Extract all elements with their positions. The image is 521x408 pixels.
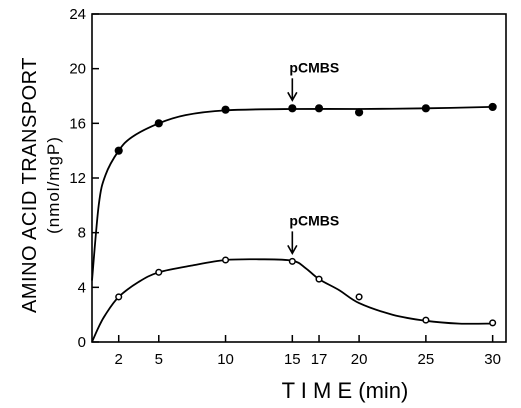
annotation-arrowhead [287, 91, 298, 102]
filled-data-point [314, 104, 324, 113]
x-tick-label: 10 [217, 351, 234, 368]
y-tick-label: 20 [69, 61, 86, 78]
open-data-point [221, 256, 230, 264]
y-axis-title-line2: (nmol/mgP) [44, 136, 63, 234]
y-axis-title-line1: AMINO ACID TRANSPORT [19, 57, 41, 313]
filled-data-point [154, 119, 163, 128]
open-data-point [288, 257, 296, 265]
y-tick-label: 24 [69, 6, 86, 23]
x-tick-label: 30 [484, 351, 501, 368]
filled-data-point [354, 108, 364, 117]
open-data-point [355, 293, 363, 301]
annotations: pCMBS pCMBS [287, 59, 339, 255]
open-data-point [115, 293, 123, 301]
y-tick-label: 8 [78, 225, 86, 242]
filled-data-point [421, 104, 430, 113]
y-tick-label: 4 [78, 279, 86, 296]
y-tick-label: 0 [78, 334, 86, 351]
open-data-point [489, 319, 497, 327]
x-tick-label: 17 [311, 351, 328, 368]
annotation-arrowhead [287, 244, 298, 255]
filled-data-point [221, 105, 230, 114]
curve-2 [91, 258, 493, 343]
y-tick-label: 16 [69, 115, 86, 132]
x-axis-title: T I M E (min) [282, 378, 409, 403]
x-tick-label: 25 [418, 351, 435, 368]
x-tick-label: 15 [284, 351, 301, 368]
x-tick-label: 5 [155, 351, 163, 368]
open-data-point [315, 275, 323, 283]
open-data-point [155, 268, 163, 276]
data-points [114, 102, 497, 327]
open-data-point [422, 316, 430, 324]
curve-1 [91, 106, 493, 281]
annotation-label: pCMBS [289, 59, 339, 75]
x-tick-label: 2 [115, 351, 123, 368]
filled-data-point [488, 102, 497, 112]
filled-data-point [114, 146, 123, 155]
filled-data-point [288, 104, 297, 113]
annotation-label: pCMBS [289, 212, 339, 228]
x-tick-label: 20 [351, 351, 368, 368]
y-tick-label: 12 [69, 170, 86, 187]
